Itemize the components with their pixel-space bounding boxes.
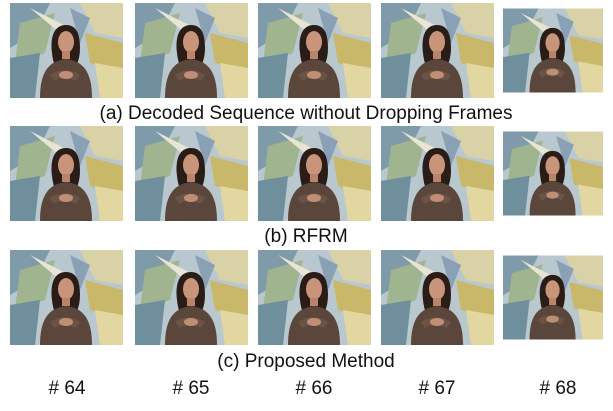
video-frame [258,3,371,98]
caption: (c) Proposed Method [217,351,394,372]
frame-number: # 67 [419,378,456,399]
frames [10,3,603,345]
video-frame [10,250,123,345]
video-frame [503,255,603,339]
video-frame [135,3,248,98]
caption: (b) RFRM [264,226,347,247]
caption: (a) Decoded Sequence without Dropping Fr… [100,103,513,124]
video-frame [381,3,494,98]
video-frame [381,250,494,345]
video-frame [10,3,123,98]
frame-number: # 66 [296,378,333,399]
video-frame [135,250,248,345]
video-frame [135,126,248,221]
frame-number: # 64 [49,378,86,399]
video-frame [381,126,494,221]
video-frame [503,8,603,92]
video-frame [10,126,123,221]
frame-number: # 68 [540,378,577,399]
frame-number: # 65 [173,378,210,399]
video-frame [503,131,603,215]
video-frame [258,126,371,221]
video-frame [258,250,371,345]
